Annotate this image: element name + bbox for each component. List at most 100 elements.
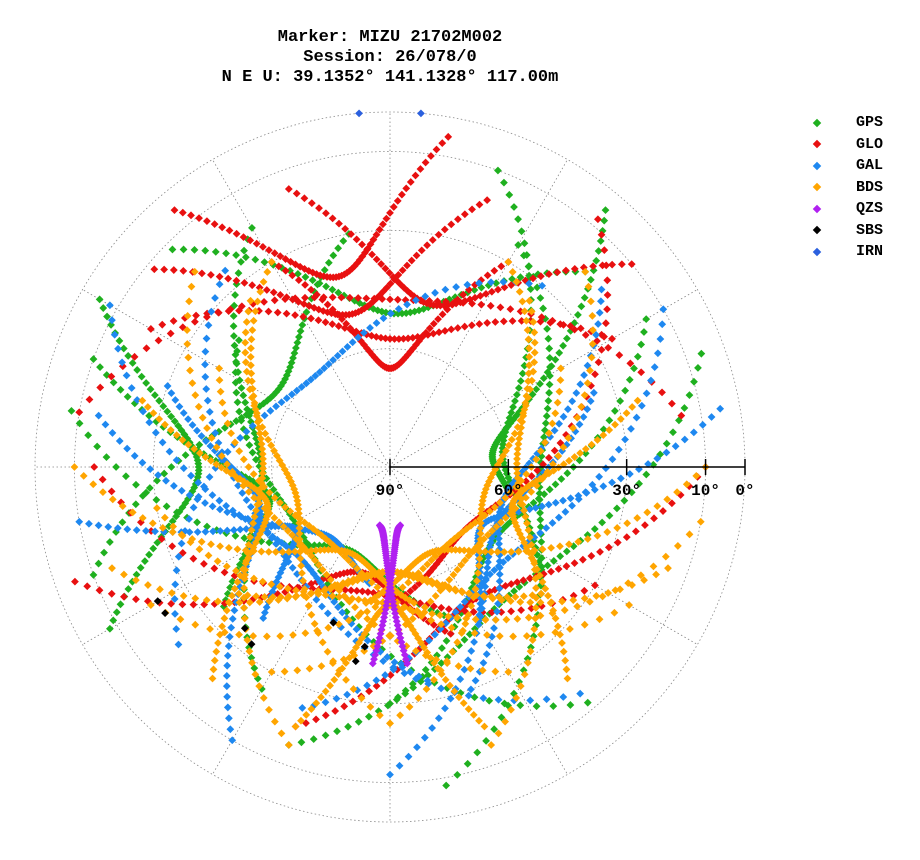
track-point-bds <box>580 620 589 629</box>
track-point-gal <box>471 676 480 685</box>
track-point-bds <box>437 620 445 629</box>
track-point-glo <box>107 487 116 496</box>
track-point-glo <box>477 300 486 309</box>
track-point-gal <box>583 405 592 414</box>
track-point-bds <box>241 338 250 347</box>
track-point-glo <box>602 319 610 328</box>
track-point-glo <box>608 260 617 269</box>
track-point-glo <box>160 265 169 274</box>
track-point-bds <box>573 602 582 611</box>
track-point-glo <box>529 274 537 283</box>
track-point-bds <box>345 616 353 625</box>
track-point-bds <box>300 518 309 527</box>
track-point-gal <box>653 349 662 358</box>
track-point-bds <box>481 547 489 556</box>
track-point-gal <box>201 499 209 507</box>
track-point-bds <box>516 429 524 438</box>
track-point-gps <box>586 275 595 284</box>
track-point-bds <box>410 599 418 607</box>
track-point-bds <box>554 622 562 631</box>
track-point-bds <box>421 603 429 612</box>
track-point-gps <box>536 522 545 531</box>
track-point-bds <box>513 450 522 458</box>
track-point-bds <box>524 393 532 402</box>
track-point-gal <box>298 704 307 712</box>
legend-label-gps: GPS <box>856 114 884 132</box>
track-point-bds <box>625 601 634 609</box>
track-point-bds <box>466 664 475 673</box>
track-point-gps <box>401 689 410 698</box>
track-point-bds <box>682 480 691 489</box>
track-point-bds <box>386 719 394 728</box>
track-point-bds <box>593 531 602 540</box>
track-point-glo <box>467 321 476 330</box>
azimuth-line-330 <box>212 159 391 468</box>
track-point-bds <box>413 606 421 615</box>
track-point-gps <box>541 419 550 428</box>
track-point-bds <box>501 493 510 502</box>
track-point-bds <box>537 589 545 598</box>
track-point-bds <box>341 593 350 602</box>
track-point-glo <box>314 316 323 325</box>
track-point-glo <box>447 220 456 229</box>
track-point-gps <box>494 166 502 175</box>
track-point-gps <box>470 693 479 702</box>
track-point-glo <box>85 395 94 404</box>
legend-swatch-glo <box>812 140 822 149</box>
track-point-bds <box>297 716 305 725</box>
track-point-glo <box>399 334 408 343</box>
track-point-bds <box>531 614 540 623</box>
track-point-glo <box>381 334 390 343</box>
track-point-bds <box>296 554 305 563</box>
track-point-bds <box>307 552 316 560</box>
track-point-gps <box>473 748 482 757</box>
track-point-gps <box>89 571 98 579</box>
track-point-bds <box>259 454 267 463</box>
track-point-gal <box>179 409 188 417</box>
point-sbs <box>240 624 249 633</box>
track-point-bds <box>183 340 192 348</box>
track-point-gps <box>519 251 528 260</box>
track-point-bds <box>470 629 479 638</box>
track-point-bds <box>243 591 252 600</box>
legend-label-gal: GAL <box>856 157 884 175</box>
track-point-glo <box>402 184 411 193</box>
track-point-bds <box>179 592 188 600</box>
track-point-bds <box>464 705 473 713</box>
track-point-bds <box>348 560 357 569</box>
track-point-gps <box>124 585 133 593</box>
track-point-bds <box>246 353 255 361</box>
track-point-gal <box>576 380 585 389</box>
track-point-glo <box>75 408 84 417</box>
track-point-gal <box>324 360 333 369</box>
track-point-bds <box>521 401 530 410</box>
track-point-bds <box>316 546 325 554</box>
track-point-glo <box>146 325 155 333</box>
track-point-glo <box>189 600 198 609</box>
track-point-bds <box>278 548 287 556</box>
track-point-gps <box>460 635 469 644</box>
track-point-glo <box>578 555 587 564</box>
track-point-glo <box>352 586 361 595</box>
track-point-bds <box>270 717 279 726</box>
track-point-gal <box>174 552 183 561</box>
track-point-glo <box>475 200 484 209</box>
track-point-gal <box>330 597 339 606</box>
track-point-gps <box>621 386 630 395</box>
track-point-gal <box>185 528 194 537</box>
track-point-gal <box>564 405 572 414</box>
track-point-bds <box>455 546 464 554</box>
track-point-gal <box>582 488 591 497</box>
track-point-gps <box>324 258 333 267</box>
track-point-bds <box>476 524 485 533</box>
track-point-bds <box>462 614 471 623</box>
track-point-gal <box>559 693 568 701</box>
track-point-gps <box>260 258 269 267</box>
track-point-glo <box>408 333 417 342</box>
track-point-glo <box>453 324 462 332</box>
track-point-bds <box>156 585 164 594</box>
track-point-bds <box>317 662 326 671</box>
track-point-gal <box>404 752 413 761</box>
track-point-glo <box>587 552 596 560</box>
track-point-glo <box>291 311 299 319</box>
